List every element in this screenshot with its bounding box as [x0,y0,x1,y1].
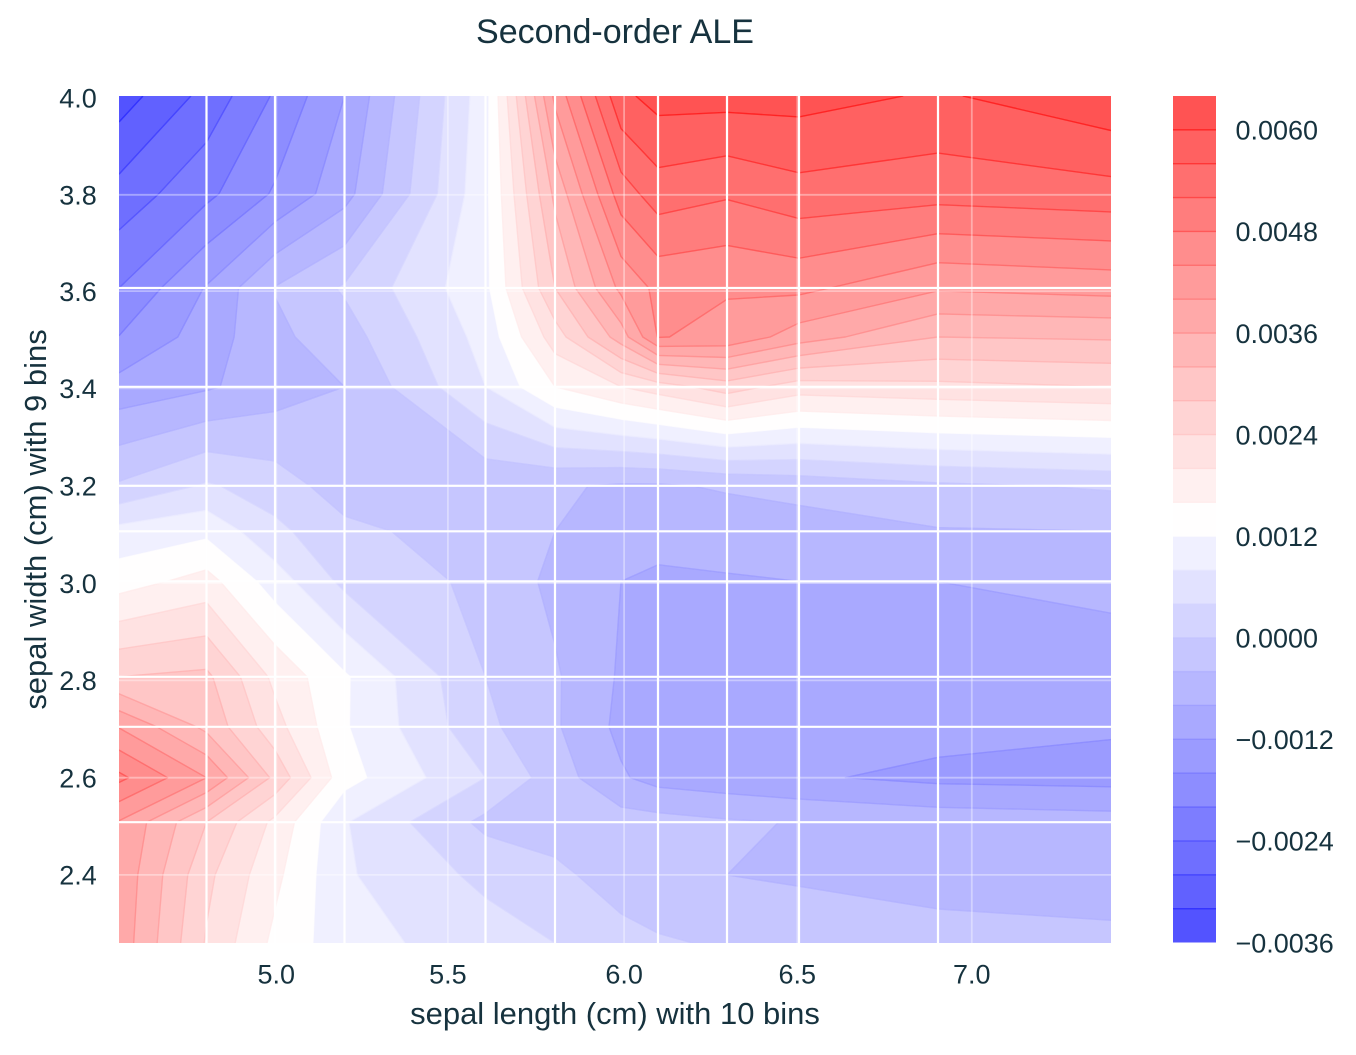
svg-text:0.0036: 0.0036 [1235,319,1318,349]
svg-text:−0.0012: −0.0012 [1235,725,1333,755]
svg-text:Second-order ALE: Second-order ALE [476,13,754,51]
svg-text:3.0: 3.0 [59,569,97,599]
svg-text:4.0: 4.0 [59,83,97,113]
svg-text:0.0060: 0.0060 [1235,116,1318,146]
svg-text:−0.0036: −0.0036 [1235,928,1333,958]
svg-text:2.8: 2.8 [59,666,97,696]
svg-text:sepal length (cm) with 10 bins: sepal length (cm) with 10 bins [410,996,820,1031]
svg-text:0.0048: 0.0048 [1235,217,1318,247]
svg-text:7.0: 7.0 [953,959,991,989]
svg-text:3.8: 3.8 [59,181,97,211]
svg-text:0.0012: 0.0012 [1235,522,1318,552]
svg-text:3.4: 3.4 [59,374,97,404]
svg-text:3.2: 3.2 [59,471,97,501]
svg-text:6.0: 6.0 [605,959,643,989]
svg-text:2.4: 2.4 [59,861,97,891]
svg-text:sepal width (cm) with 9 bins: sepal width (cm) with 9 bins [18,329,53,709]
svg-text:0.0024: 0.0024 [1235,420,1318,450]
svg-text:−0.0024: −0.0024 [1235,827,1333,857]
svg-text:5.5: 5.5 [429,959,467,989]
svg-text:3.6: 3.6 [59,277,97,307]
svg-text:5.0: 5.0 [258,959,296,989]
svg-text:6.5: 6.5 [779,959,817,989]
svg-text:2.6: 2.6 [59,763,97,793]
svg-text:0.0000: 0.0000 [1235,624,1318,654]
